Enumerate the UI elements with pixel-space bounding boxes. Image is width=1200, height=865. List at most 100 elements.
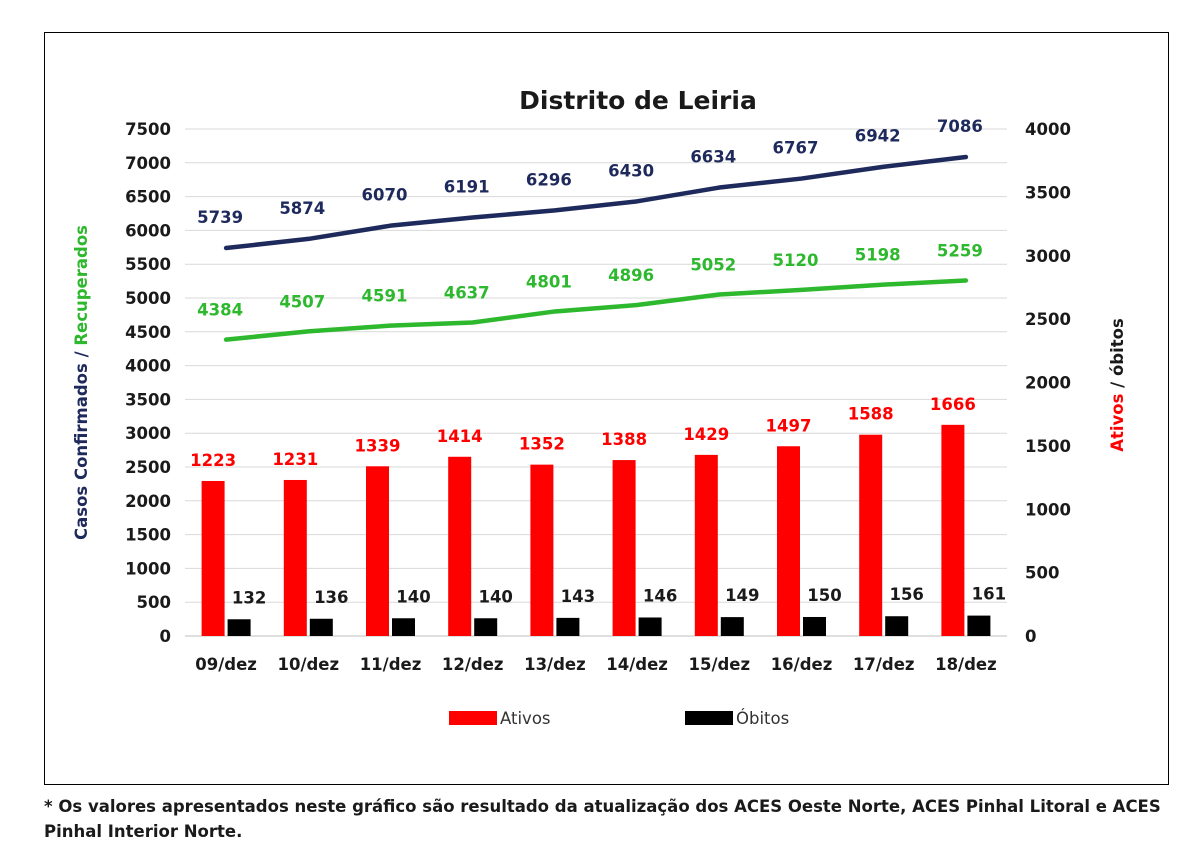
- right-tick-label: 0: [1025, 627, 1036, 646]
- data-label-obitos: 161: [972, 585, 1006, 604]
- bar-obitos: [309, 618, 333, 636]
- left-axis-label: Casos Confirmados / Recuperados: [72, 225, 91, 540]
- chart-svg: 0500100015002000250030003500400045005000…: [72, 86, 1127, 728]
- recuperados-data-label: 4637: [444, 284, 490, 303]
- bar-obitos: [967, 615, 991, 636]
- recuperados-data-label: 4801: [526, 272, 572, 291]
- bar-obitos: [885, 616, 909, 636]
- chart-title: Distrito de Leiria: [519, 86, 757, 115]
- data-label-obitos: 132: [232, 588, 266, 607]
- bar-obitos: [556, 617, 580, 636]
- data-label-ativos: 1388: [601, 430, 647, 449]
- left-tick-label: 500: [137, 593, 171, 612]
- confirmados-data-label: 6430: [608, 161, 654, 180]
- recuperados-data-label: 5120: [773, 251, 819, 270]
- data-label-obitos: 136: [314, 588, 348, 607]
- category-label: 18/dez: [935, 655, 997, 674]
- recuperados-data-label: 5259: [937, 241, 983, 260]
- footnote: * Os valores apresentados neste gráfico …: [44, 797, 1161, 841]
- confirmados-data-label: 7086: [937, 117, 983, 136]
- recuperados-line: [223, 278, 969, 342]
- bar-obitos: [638, 617, 662, 636]
- data-label-obitos: 143: [561, 587, 595, 606]
- data-label-ativos: 1429: [683, 425, 729, 444]
- recuperados-data-label: 4507: [279, 292, 325, 311]
- left-tick-label: 7500: [125, 120, 171, 139]
- category-label: 10/dez: [278, 655, 340, 674]
- bar-ativos: [448, 456, 472, 636]
- data-label-ativos: 1588: [848, 405, 894, 424]
- bar-obitos: [227, 619, 251, 636]
- right-tick-label: 3500: [1025, 183, 1071, 202]
- left-tick-label: 7000: [125, 154, 171, 173]
- left-tick-label: 4000: [125, 357, 171, 376]
- legend-swatch-ativos: [449, 711, 497, 725]
- data-label-ativos: 1352: [519, 435, 565, 454]
- recuperados-data-label: 5052: [690, 255, 736, 274]
- confirmados-data-label: 6070: [362, 186, 408, 205]
- legend-swatch-obitos: [685, 711, 733, 725]
- left-tick-label: 4500: [125, 323, 171, 342]
- bar-obitos: [803, 616, 826, 636]
- right-tick-label: 1000: [1025, 500, 1071, 519]
- recuperados-data-label: 4384: [197, 301, 243, 320]
- left-tick-label: 6500: [125, 188, 171, 207]
- recuperados-data-label: 5198: [855, 246, 901, 265]
- bar-obitos: [720, 617, 744, 636]
- category-label: 12/dez: [442, 655, 504, 674]
- confirmados-data-label: 5739: [197, 208, 243, 227]
- category-label: 16/dez: [771, 655, 833, 674]
- chart-frame: 0 500 1000 1500 2000 2500 3000 3500 4000 4500 5000…: [44, 32, 1169, 785]
- bar-ativos: [941, 424, 965, 636]
- data-label-obitos: 156: [889, 585, 923, 604]
- data-label-obitos: 149: [725, 586, 759, 605]
- data-label-ativos: 1223: [190, 451, 236, 470]
- data-label-ativos: 1666: [930, 395, 976, 414]
- right-tick-label: 2000: [1025, 374, 1071, 393]
- bar-ativos: [366, 466, 389, 636]
- left-tick-label: 6000: [125, 221, 171, 240]
- data-label-ativos: 1231: [272, 450, 318, 469]
- right-axis-label-part: Ativos: [1108, 393, 1127, 451]
- data-label-obitos: 146: [643, 586, 677, 605]
- left-tick-label: 1500: [125, 526, 171, 545]
- left-tick-label: 0: [160, 627, 171, 646]
- confirmados-data-label: 6191: [444, 177, 490, 196]
- bar-obitos: [474, 618, 498, 636]
- left-axis-label-part: Casos Confirmados /: [72, 346, 91, 540]
- right-tick-label: 4000: [1025, 120, 1071, 139]
- data-label-ativos: 1339: [355, 436, 401, 455]
- legend-label-obitos: Óbitos: [736, 709, 789, 728]
- bar-ativos: [859, 434, 883, 636]
- category-label: 17/dez: [853, 655, 915, 674]
- data-label-obitos: 150: [807, 586, 841, 605]
- category-label: 14/dez: [606, 655, 668, 674]
- confirmados-data-label: 6767: [773, 139, 819, 158]
- bar-ativos: [694, 454, 718, 636]
- category-label: 09/dez: [195, 655, 257, 674]
- data-label-obitos: 140: [478, 587, 512, 606]
- confirmados-line: [223, 154, 969, 251]
- recuperados-data-label: 4896: [608, 266, 654, 285]
- confirmados-data-label: 5874: [279, 199, 325, 218]
- left-axis-label-part: Recuperados: [72, 225, 91, 346]
- right-tick-label: 2500: [1025, 310, 1071, 329]
- data-label-ativos: 1497: [766, 416, 812, 435]
- right-tick-label: 1500: [1025, 437, 1071, 456]
- bar-ativos: [201, 480, 225, 636]
- recuperados-data-label: 4591: [362, 287, 408, 306]
- bar-ativos: [530, 464, 554, 636]
- left-tick-label: 2500: [125, 458, 171, 477]
- category-label: 13/dez: [524, 655, 586, 674]
- right-axis-label: Ativos / óbitos: [1108, 318, 1127, 452]
- left-tick-label: 2000: [125, 492, 171, 511]
- bar-ativos: [777, 446, 800, 636]
- confirmados-data-label: 6942: [855, 127, 901, 146]
- confirmados-data-label: 6296: [526, 170, 572, 189]
- right-tick-label: 500: [1025, 564, 1059, 583]
- confirmados-data-label: 6634: [690, 148, 736, 167]
- bar-ativos: [283, 479, 307, 636]
- left-tick-label: 5500: [125, 255, 171, 274]
- left-tick-label: 3000: [125, 424, 171, 443]
- left-tick-label: 5000: [125, 289, 171, 308]
